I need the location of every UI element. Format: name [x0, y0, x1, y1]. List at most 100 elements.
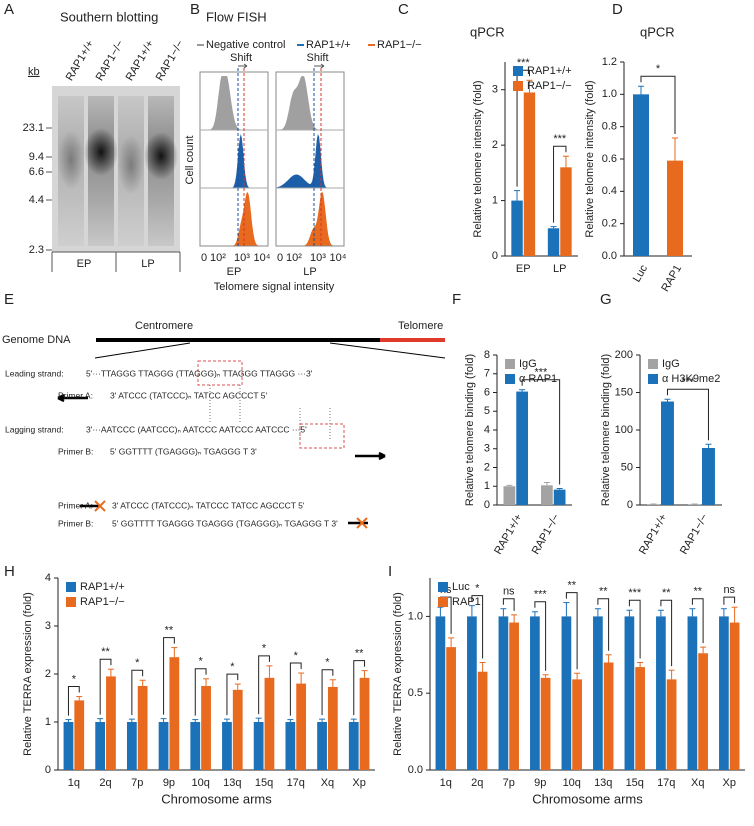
- bar: [656, 616, 666, 770]
- y-axis-title: Relative telomere binding (fold): [600, 354, 612, 506]
- x-tick-label: Xq: [691, 777, 704, 789]
- significance-bracket: [534, 601, 547, 671]
- legend-swatch: [513, 66, 523, 76]
- bar: [285, 722, 296, 770]
- legend-swatch: [66, 597, 76, 607]
- significance-label: *: [325, 657, 330, 669]
- y-tick-label: 5: [484, 405, 490, 417]
- significance-bracket: [226, 673, 239, 716]
- blot-band: [84, 128, 118, 176]
- significance-bracket: [194, 668, 207, 716]
- x-tick-label: 9p: [163, 777, 175, 789]
- panel-letter: E: [4, 291, 14, 308]
- lane-label: RAP1+/+: [64, 38, 97, 83]
- strand-sequence: 5' GGTTTT TGAGGG TGAGGG (TGAGGG)ₙ TGAGGG…: [112, 518, 338, 528]
- y-tick-label: 0.6: [602, 153, 617, 165]
- x-tick-label: 17q: [287, 777, 305, 789]
- flow-y-label: Cell count: [184, 136, 196, 185]
- bar: [667, 160, 683, 256]
- strand-sequence: 3' ATCCC (TATCCC)ₙ TATCCC TATCC AGCCCT 5…: [112, 500, 305, 510]
- y-tick-label: 0: [492, 250, 498, 262]
- flow-title: Flow FISH: [206, 9, 267, 24]
- legend-label: α H3K9me2: [662, 373, 720, 385]
- bar: [523, 92, 536, 256]
- bar: [348, 722, 359, 770]
- panel-letter: G: [600, 291, 612, 308]
- bar: [572, 679, 582, 770]
- marker-label: 23.1: [23, 122, 44, 134]
- significance-bracket: [565, 592, 578, 670]
- histogram-frame: [199, 71, 269, 247]
- flow-tick-label: 10²: [210, 252, 226, 264]
- significance-bracket: [597, 598, 610, 651]
- bar: [511, 200, 523, 256]
- y-axis-title: Relative TERRA expression (fold): [22, 592, 34, 756]
- significance-label: *: [230, 661, 235, 673]
- legend-label: IgG: [662, 358, 680, 370]
- blot-band: [58, 130, 84, 190]
- significance-bracket: [471, 595, 484, 659]
- marker-label: 4.4: [29, 194, 44, 206]
- legend-swatch: [513, 81, 523, 91]
- bar: [359, 677, 370, 770]
- shift-label: Shift: [230, 52, 252, 64]
- blot-band: [118, 135, 144, 195]
- bar: [253, 722, 264, 770]
- histogram: [200, 134, 268, 188]
- bar: [158, 722, 169, 770]
- bar: [530, 616, 540, 770]
- significance-bracket: [691, 598, 704, 644]
- significance-bracket: [99, 658, 112, 715]
- significance-label: *: [72, 673, 77, 685]
- x-tick-label: RAP1+/+: [492, 512, 525, 557]
- bar: [560, 167, 572, 256]
- y-tick-label: 1: [484, 480, 490, 492]
- bar: [106, 676, 116, 770]
- x-tick-label: 2q: [99, 777, 111, 789]
- blot-unit: kb: [28, 66, 40, 78]
- histogram: [276, 192, 344, 246]
- y-tick-label: 4: [484, 424, 490, 436]
- x-tick-label: 10q: [563, 777, 581, 789]
- legend-swatch: [505, 359, 515, 369]
- strand-sequence: 5'···TTAGGG TTAGGG (TTAGGG)ₙ TTAGGG TTAG…: [86, 368, 313, 378]
- y-axis-title: Relative telomere intensity (fold): [472, 80, 484, 237]
- bar: [327, 686, 338, 770]
- bar: [201, 686, 211, 770]
- panel-letter: C: [398, 1, 409, 18]
- legend-label: RAP1+/+: [80, 581, 125, 593]
- y-tick-label: 6: [484, 386, 490, 398]
- telomere-label: Telomere: [398, 320, 443, 332]
- bar: [561, 616, 572, 770]
- panel-letter: F: [452, 291, 461, 308]
- highlight-box: [299, 423, 345, 449]
- significance-bracket: [723, 596, 736, 605]
- significance-label: *: [294, 650, 299, 662]
- x-tick-label: 1q: [68, 777, 80, 789]
- y-tick-label: 2: [492, 139, 498, 151]
- histogram: [276, 134, 344, 188]
- y-tick-label: 50: [621, 461, 633, 473]
- bar: [719, 616, 729, 770]
- significance-label: ***: [534, 589, 548, 601]
- y-tick-label: 1: [45, 716, 51, 728]
- x-tick-label: LP: [553, 263, 566, 275]
- strand-label: Leading strand:: [5, 368, 64, 378]
- genome-label: Genome DNA: [2, 334, 71, 346]
- marker-label: 2.3: [29, 244, 44, 256]
- y-tick-label: 0.0: [408, 764, 423, 776]
- x-tick-label: RAP1−/−: [678, 512, 711, 557]
- significance-label: ns: [723, 584, 735, 596]
- y-tick-label: 2: [45, 668, 51, 680]
- legend-swatch: [505, 374, 515, 384]
- y-axis-title: Relative TERRA expression (fold): [392, 592, 404, 756]
- zoom-line: [329, 342, 446, 359]
- legend-label: Negative control: [206, 39, 286, 51]
- strand-label: Primer B:: [58, 518, 93, 528]
- legend-swatch: [438, 597, 448, 607]
- bar: [190, 722, 201, 770]
- bar: [603, 662, 614, 770]
- significance-label: *: [199, 656, 204, 668]
- bar: [729, 622, 740, 770]
- bar: [688, 504, 701, 505]
